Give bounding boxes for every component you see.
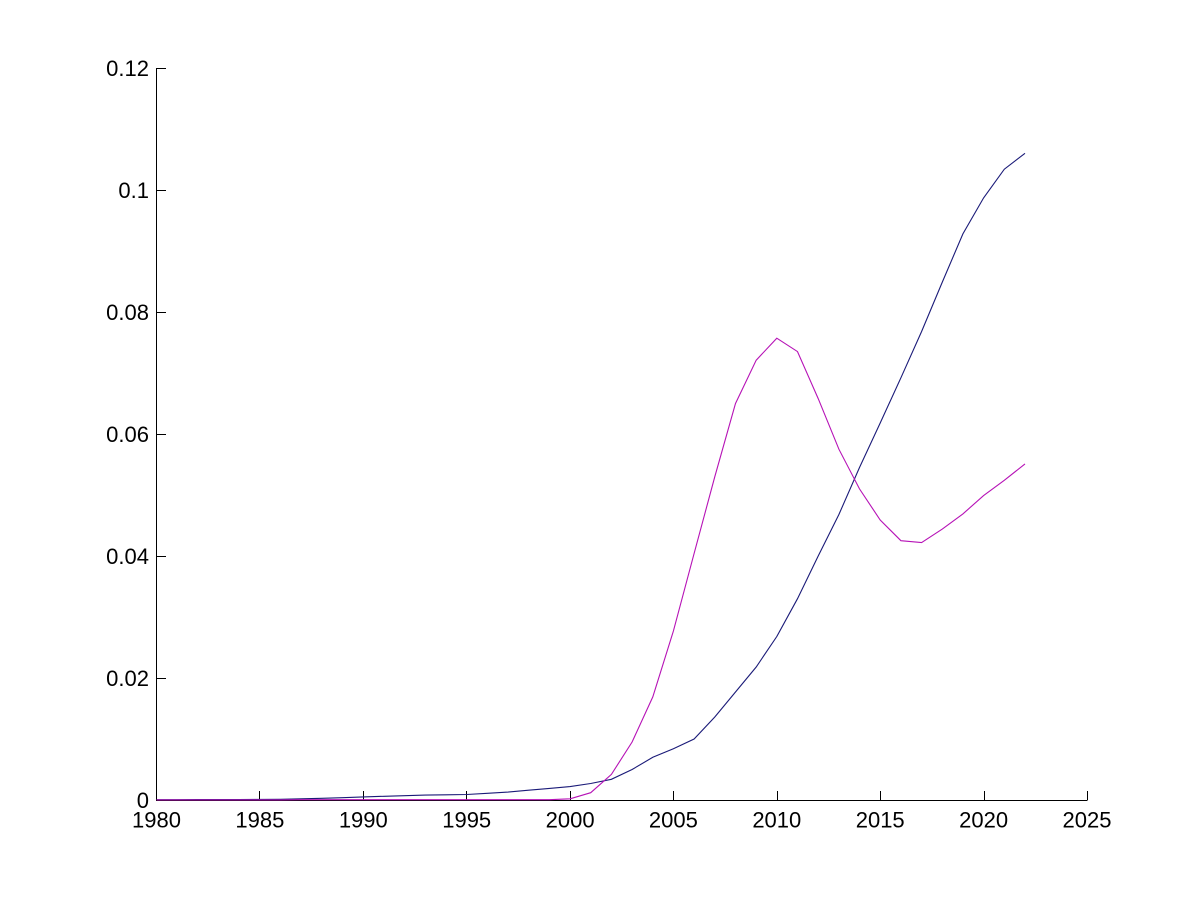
svg-text:0.02: 0.02 <box>106 666 149 691</box>
svg-text:1980: 1980 <box>132 808 181 833</box>
svg-text:0.06: 0.06 <box>106 422 149 447</box>
svg-text:1985: 1985 <box>235 808 284 833</box>
svg-text:1995: 1995 <box>442 808 491 833</box>
svg-text:2020: 2020 <box>959 808 1008 833</box>
svg-text:2005: 2005 <box>649 808 698 833</box>
svg-text:2010: 2010 <box>752 808 801 833</box>
svg-text:0.08: 0.08 <box>106 300 149 325</box>
svg-text:1990: 1990 <box>339 808 388 833</box>
svg-text:2025: 2025 <box>1063 808 1112 833</box>
svg-text:0: 0 <box>137 788 149 813</box>
svg-text:0.1: 0.1 <box>118 178 149 203</box>
svg-text:0.04: 0.04 <box>106 544 149 569</box>
svg-text:0.12: 0.12 <box>106 56 149 81</box>
svg-text:2000: 2000 <box>546 808 595 833</box>
svg-text:2015: 2015 <box>856 808 905 833</box>
